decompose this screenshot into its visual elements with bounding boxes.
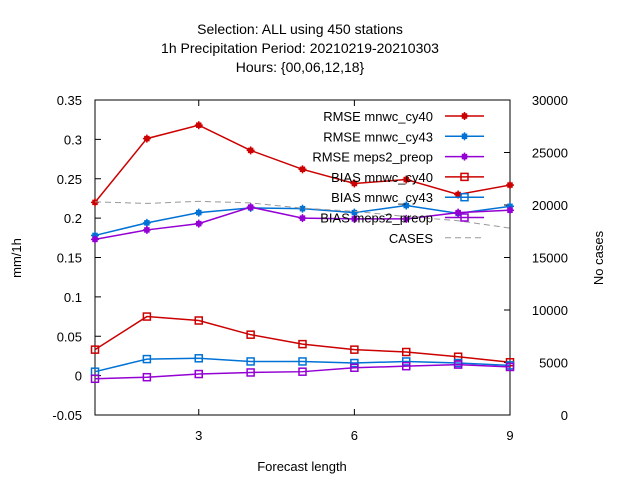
- legend-label: RMSE meps2_preop: [312, 150, 433, 165]
- series-5: [90, 360, 515, 384]
- x-axis-label: Forecast length: [257, 459, 347, 474]
- y-left-tick-label: 0: [75, 369, 82, 384]
- series-0: [91, 121, 514, 207]
- data-point: [246, 357, 255, 366]
- series-line: [94, 363, 511, 380]
- data-point: [453, 360, 463, 369]
- data-point: [142, 354, 152, 364]
- y-right-tick-label: 15000: [532, 251, 568, 266]
- data-point: [142, 312, 152, 321]
- data-point: [402, 347, 411, 357]
- data-point: [90, 374, 100, 384]
- y-right-axis-ticks: 0 5000 10000 15000 20000 25000 30000: [504, 93, 568, 423]
- legend-entry: RMSE mnwc_cy40: [323, 109, 484, 124]
- legend-entry: BIAS mnwc_cy40: [331, 170, 484, 185]
- series-line: [94, 315, 511, 363]
- data-point: [298, 367, 307, 376]
- y-right-tick-label: 10000: [532, 303, 568, 318]
- y-left-tick-label: 0.1: [64, 290, 82, 305]
- legend-marker: [460, 192, 469, 202]
- y-left-tick-label: -0.05: [52, 408, 82, 423]
- y-right-tick-label: 30000: [532, 93, 568, 108]
- data-point: [402, 361, 411, 371]
- title-line-3: Hours: {00,06,12,18}: [236, 59, 365, 75]
- y-right-axis-label: No cases: [591, 230, 606, 285]
- legend: RMSE mnwc_cy40 RMSE mnwc_cy43 RMSE meps2_p…: [312, 109, 484, 246]
- legend-marker: [460, 213, 469, 222]
- legend-label: RMSE mnwc_cy40: [323, 109, 433, 124]
- y-left-axis-label: mm/1h: [9, 238, 24, 278]
- y-right-tick-label: 0: [561, 408, 568, 423]
- y-left-tick-label: 0.05: [57, 329, 82, 344]
- y-right-tick-label: 25000: [532, 146, 568, 161]
- data-point: [298, 339, 307, 349]
- title-line-2: 1h Precipitation Period: 20210219-202103…: [161, 40, 439, 56]
- legend-label: BIAS mnwc_cy40: [331, 170, 433, 185]
- x-axis-ticks: 3 6 9: [195, 100, 514, 443]
- data-point: [194, 369, 203, 379]
- data-point: [298, 357, 307, 366]
- data-point: [505, 362, 515, 372]
- y-left-axis-ticks: -0.05 0 0.05 0.1 0.15 0.2 0.25 0.3 0.35: [52, 93, 101, 423]
- legend-entry: BIAS mnwc_cy43: [331, 190, 484, 205]
- y-right-tick-label: 20000: [532, 198, 568, 213]
- data-point: [246, 368, 255, 377]
- legend-entry: RMSE meps2_preop: [312, 150, 484, 165]
- title-line-1: Selection: ALL using 450 stations: [197, 21, 403, 37]
- series-line: [94, 357, 511, 373]
- data-point: [194, 316, 203, 325]
- y-left-tick-label: 0.35: [57, 93, 82, 108]
- y-left-tick-label: 0.2: [64, 211, 82, 226]
- x-tick-label: 3: [195, 428, 202, 443]
- legend-label: BIAS meps2_preop: [320, 211, 433, 226]
- legend-entry: BIAS meps2_preop: [320, 211, 484, 226]
- chart-title: Selection: ALL using 450 stations 1h Pre…: [161, 21, 439, 75]
- data-point: [350, 358, 359, 368]
- legend-label: BIAS mnwc_cy43: [331, 190, 433, 205]
- legend-label: CASES: [389, 231, 433, 246]
- legend-marker: [460, 172, 469, 182]
- x-tick-label: 6: [351, 428, 358, 443]
- series-2: [91, 203, 514, 244]
- legend-label: RMSE mnwc_cy43: [323, 129, 433, 144]
- data-point: [350, 363, 359, 372]
- data-point: [90, 345, 100, 354]
- x-tick-label: 9: [506, 428, 513, 443]
- data-point: [194, 354, 203, 363]
- legend-entry: RMSE mnwc_cy43: [323, 129, 484, 144]
- data-point: [402, 357, 411, 366]
- series-layer: [90, 121, 515, 384]
- series-4: [90, 354, 515, 376]
- data-point: [246, 330, 255, 339]
- y-right-tick-label: 5000: [539, 356, 568, 371]
- data-point: [350, 345, 359, 354]
- y-left-tick-label: 0.25: [57, 172, 82, 187]
- data-point: [142, 372, 152, 382]
- legend-entry: CASES: [389, 231, 484, 246]
- y-left-tick-label: 0.15: [57, 251, 82, 266]
- y-left-tick-label: 0.3: [64, 132, 82, 147]
